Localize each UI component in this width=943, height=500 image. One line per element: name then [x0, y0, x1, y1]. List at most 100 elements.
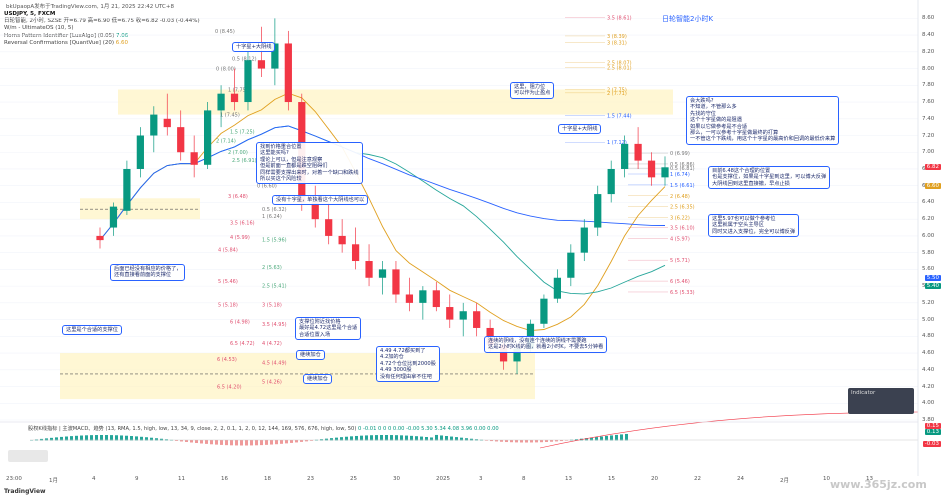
- candle-body: [230, 93, 239, 103]
- oscillator-bar: [525, 440, 528, 443]
- fib-level-label: 0.5 (6.32): [262, 207, 287, 213]
- oscillator-bar: [345, 436, 348, 441]
- oscillator-bar: [585, 438, 588, 441]
- fib-level-label: 3 (8.31): [607, 41, 627, 47]
- annotation-box: 这里，阻力位 可以作为止盈点: [510, 82, 555, 99]
- price-axis-label: 8.40: [922, 32, 935, 39]
- support-zone: [80, 198, 200, 220]
- fib-level-label: 2.5 (8.01): [607, 66, 632, 72]
- candle-body: [257, 60, 266, 69]
- annotation-box: 没有十字星，单独看这个大阴线也可以: [272, 195, 369, 206]
- oscillator-bar: [115, 435, 118, 441]
- candle-body: [621, 143, 629, 169]
- time-axis-label: 20: [651, 476, 658, 482]
- fib-level-label: 1 (7.45): [220, 113, 240, 119]
- collapse-button[interactable]: [8, 450, 48, 462]
- time-axis-label: 23: [307, 476, 314, 482]
- price-axis-label: 6.20: [922, 216, 935, 223]
- oscillator-bar: [70, 436, 73, 441]
- chart-legend: USDJPY, 5, FXCM 日轮智能, 2小时, SZSE 开=6.79 高…: [4, 11, 200, 47]
- price-axis-label: 3.80: [922, 417, 935, 423]
- fib-level-label: 1.5 (6.61): [670, 183, 695, 189]
- indicator2-line[interactable]: Horns Pattern Identifier [LuxAlgo] (0.05…: [4, 32, 115, 39]
- fib-level-label: 1.5 (7.25): [230, 129, 255, 135]
- time-axis[interactable]: 23:00 1月 4 9 11 16 18 23 25 30 2025 3 8 13 15 20 22 24 2月 1…: [0, 476, 918, 486]
- fib-level-label: 2.5 (6.91): [232, 158, 257, 164]
- price-axis[interactable]: 8.608.408.208.007.807.607.407.207.006.80…: [918, 0, 943, 500]
- oscillator-bar: [460, 437, 463, 441]
- price-axis-label: 8.60: [922, 15, 935, 22]
- price-axis-label: 4.60: [922, 350, 935, 357]
- fib-level-label: 3.5 (6.16): [230, 221, 255, 227]
- chart-title-link[interactable]: 日轮智能2小时K: [662, 15, 714, 23]
- candle-body: [150, 114, 158, 136]
- fib-level-label: 6.5 (5.33): [670, 290, 695, 296]
- candle-body: [446, 307, 454, 320]
- oscillator-bar: [510, 440, 513, 443]
- oscillator-bar: [560, 440, 563, 442]
- candle-body: [499, 344, 508, 362]
- oscillator-bar: [55, 437, 58, 441]
- fib-level-label: 2 (7.00): [228, 150, 248, 156]
- candle-body: [190, 152, 198, 165]
- oscillator-bar: [255, 440, 258, 446]
- oscillator-bar: [250, 440, 253, 446]
- fib-level-label: 3 (6.48): [228, 194, 248, 200]
- oscillator-bar: [205, 440, 208, 444]
- time-axis-label: 24: [737, 476, 744, 482]
- indicator3-line[interactable]: Reversal Confirmations [QuantVue] (20): [4, 39, 114, 46]
- fib-level-label: 6 (5.46): [670, 279, 690, 285]
- fib-level-label: 6 (4.98): [230, 319, 250, 325]
- oscillator-bar: [465, 438, 468, 441]
- fib-level-label: 4 (5.84): [218, 247, 238, 253]
- price-axis-label: 6.00: [922, 232, 935, 239]
- watermark: www.365jz.com: [830, 478, 927, 491]
- annotation-box: 找到价格重合位置 这里能买吗? 理论上可以，但是注意观察 但是前面一直都是跌空阻…: [256, 142, 363, 185]
- candle-body: [553, 277, 561, 299]
- fib-level-label: 2 (7.14): [216, 139, 236, 145]
- candle-body: [271, 43, 279, 69]
- candle-body: [594, 194, 602, 228]
- oscillator-bar: [440, 435, 443, 441]
- oscillator-bar: [295, 440, 298, 443]
- time-axis-label: 23:00: [6, 476, 22, 482]
- candle-body: [136, 135, 144, 169]
- candle-body: [432, 290, 440, 308]
- oscillator-bar: [245, 440, 248, 446]
- fib-level-label: 1.5 (7.44): [607, 113, 632, 119]
- fib-level-label: 3.5 (6.10): [670, 226, 695, 232]
- candle-body: [365, 261, 373, 278]
- oscillator-bar: [215, 440, 218, 445]
- candle-body: [661, 167, 669, 178]
- time-axis-label: 22: [694, 476, 701, 482]
- candle-body: [325, 219, 333, 236]
- oscillator-bar: [195, 440, 198, 444]
- oscillator-bar: [330, 438, 333, 441]
- oscillator-bar: [450, 436, 453, 441]
- time-axis-label: 8: [522, 476, 526, 482]
- oscillator-bar: [125, 435, 128, 441]
- candle-body: [217, 93, 225, 111]
- candle-body: [96, 235, 104, 241]
- annotation-box: 这里是个合适的支撑位: [62, 325, 122, 336]
- price-axis-label: 4.20: [922, 383, 935, 390]
- oscillator-bar: [495, 440, 498, 442]
- indicator-panel[interactable]: Indicator: [848, 388, 914, 414]
- annotation-box: 支撑位附近找价格 最好是4.72这里是个合适 合适位置入场: [295, 317, 362, 341]
- time-axis-label: 13: [866, 476, 873, 482]
- oscillator-name[interactable]: 股权K线指标 | 主波MACD、趋势 (13, RMA, 1.5, high, …: [28, 426, 357, 432]
- oscillator-bar: [420, 436, 423, 441]
- oscillator-bar: [105, 435, 108, 441]
- price-axis-label: 6.40: [922, 199, 935, 206]
- oscillator-bar: [425, 436, 428, 441]
- moving-average-line: [99, 125, 666, 241]
- fib-level-label: 2.5 (8.07): [607, 61, 632, 67]
- annotation-box: 继续加仓: [296, 350, 325, 361]
- oscillator-bar: [260, 440, 263, 446]
- oscillator-bar: [235, 440, 238, 446]
- price-axis-label: 4.00: [922, 400, 935, 407]
- symbol-line[interactable]: USDJPY, 5, FXCM: [4, 11, 56, 17]
- time-axis-label: 1月: [49, 478, 58, 484]
- indicator1-line[interactable]: W/m - UltimateOS (10, 5): [4, 25, 74, 32]
- oscillator-bar: [415, 436, 418, 441]
